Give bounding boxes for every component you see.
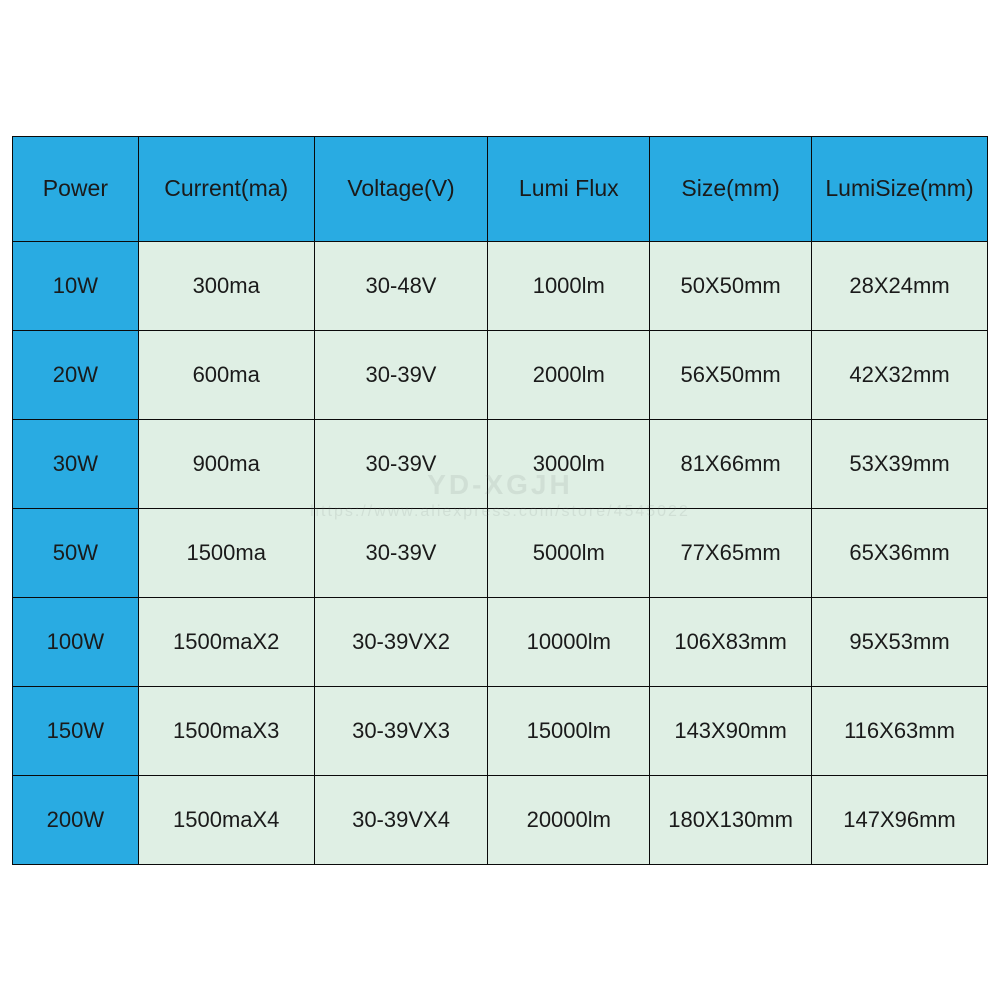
cell-current: 1500ma [138, 508, 314, 597]
cell-size: 56X50mm [650, 330, 812, 419]
table-row: 20W 600ma 30-39V 2000lm 56X50mm 42X32mm [13, 330, 988, 419]
table-row: 50W 1500ma 30-39V 5000lm 77X65mm 65X36mm [13, 508, 988, 597]
col-header-lumiflux: Lumi Flux [488, 136, 650, 241]
cell-lumiflux: 10000lm [488, 597, 650, 686]
cell-lumisize: 147X96mm [812, 775, 988, 864]
cell-power: 200W [13, 775, 139, 864]
cell-lumiflux: 2000lm [488, 330, 650, 419]
col-header-voltage: Voltage(V) [314, 136, 488, 241]
table-row: 150W 1500maX3 30-39VX3 15000lm 143X90mm … [13, 686, 988, 775]
cell-current: 300ma [138, 241, 314, 330]
cell-power: 10W [13, 241, 139, 330]
spec-table: Power Current(ma) Voltage(V) Lumi Flux S… [12, 136, 988, 865]
cell-size: 77X65mm [650, 508, 812, 597]
cell-size: 180X130mm [650, 775, 812, 864]
table-row: 200W 1500maX4 30-39VX4 20000lm 180X130mm… [13, 775, 988, 864]
col-header-lumisize: LumiSize(mm) [812, 136, 988, 241]
page-canvas: Power Current(ma) Voltage(V) Lumi Flux S… [0, 0, 1000, 1000]
cell-voltage: 30-39V [314, 419, 488, 508]
cell-current: 900ma [138, 419, 314, 508]
cell-voltage: 30-39V [314, 330, 488, 419]
cell-lumisize: 53X39mm [812, 419, 988, 508]
cell-lumisize: 42X32mm [812, 330, 988, 419]
cell-lumisize: 65X36mm [812, 508, 988, 597]
cell-current: 600ma [138, 330, 314, 419]
cell-voltage: 30-39VX3 [314, 686, 488, 775]
cell-lumiflux: 20000lm [488, 775, 650, 864]
cell-voltage: 30-48V [314, 241, 488, 330]
cell-current: 1500maX2 [138, 597, 314, 686]
col-header-size: Size(mm) [650, 136, 812, 241]
cell-voltage: 30-39V [314, 508, 488, 597]
cell-size: 106X83mm [650, 597, 812, 686]
cell-current: 1500maX4 [138, 775, 314, 864]
cell-size: 143X90mm [650, 686, 812, 775]
cell-voltage: 30-39VX4 [314, 775, 488, 864]
cell-power: 30W [13, 419, 139, 508]
cell-lumiflux: 1000lm [488, 241, 650, 330]
col-header-power: Power [13, 136, 139, 241]
cell-lumiflux: 5000lm [488, 508, 650, 597]
cell-lumisize: 116X63mm [812, 686, 988, 775]
cell-current: 1500maX3 [138, 686, 314, 775]
table-header-row: Power Current(ma) Voltage(V) Lumi Flux S… [13, 136, 988, 241]
cell-power: 20W [13, 330, 139, 419]
cell-lumiflux: 3000lm [488, 419, 650, 508]
cell-lumisize: 28X24mm [812, 241, 988, 330]
cell-voltage: 30-39VX2 [314, 597, 488, 686]
cell-size: 81X66mm [650, 419, 812, 508]
cell-size: 50X50mm [650, 241, 812, 330]
table-row: 10W 300ma 30-48V 1000lm 50X50mm 28X24mm [13, 241, 988, 330]
cell-power: 150W [13, 686, 139, 775]
table-body: 10W 300ma 30-48V 1000lm 50X50mm 28X24mm … [13, 241, 988, 864]
cell-lumisize: 95X53mm [812, 597, 988, 686]
col-header-current: Current(ma) [138, 136, 314, 241]
table-row: 100W 1500maX2 30-39VX2 10000lm 106X83mm … [13, 597, 988, 686]
table-row: 30W 900ma 30-39V 3000lm 81X66mm 53X39mm [13, 419, 988, 508]
cell-power: 50W [13, 508, 139, 597]
cell-lumiflux: 15000lm [488, 686, 650, 775]
cell-power: 100W [13, 597, 139, 686]
